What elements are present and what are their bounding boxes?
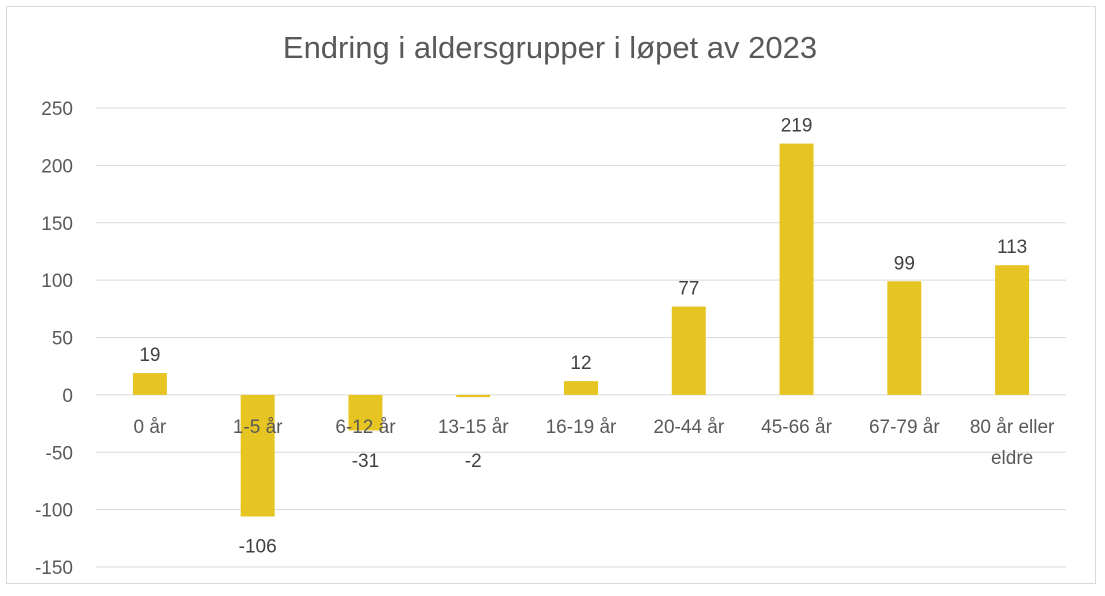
- category-label-line: 6-12 år: [335, 417, 396, 438]
- category-label: 6-12 år: [335, 417, 396, 438]
- category-label-line: 80 år eller: [970, 417, 1055, 438]
- y-tick-label: -150: [35, 558, 73, 579]
- category-label-line: 13-15 år: [438, 417, 509, 438]
- category-label-line: 67-79 år: [869, 417, 940, 438]
- y-tick-label: 100: [41, 271, 73, 292]
- y-tick-label: 250: [41, 99, 73, 120]
- bar: [887, 281, 922, 395]
- y-tick-label: -50: [46, 443, 73, 464]
- data-label: -2: [465, 451, 482, 472]
- category-label: 80 år eller eldre: [970, 417, 1055, 469]
- bar: [671, 306, 706, 395]
- category-label: 45-66 år: [761, 417, 832, 438]
- bars: [132, 143, 1030, 517]
- bar: [348, 394, 383, 431]
- category-label: 1-5 år: [233, 417, 283, 438]
- category-label-line: 45-66 år: [761, 417, 832, 438]
- data-labels: 19 -106 -31 -2 12 77 219 99 113: [139, 116, 1027, 558]
- category-label-line: eldre: [991, 448, 1033, 469]
- y-tick-label: -100: [35, 501, 73, 522]
- data-label: 99: [894, 253, 915, 274]
- y-axis-ticks: 250 200 150 100 50 0 -50 -100 -150: [35, 99, 73, 579]
- bar: [779, 143, 814, 395]
- bar: [240, 394, 275, 517]
- data-label: 219: [781, 116, 813, 137]
- bar: [456, 394, 491, 398]
- data-label: 77: [678, 279, 699, 300]
- category-label-line: 1-5 år: [233, 417, 283, 438]
- data-label: -106: [239, 537, 277, 558]
- category-label: 13-15 år: [438, 417, 509, 438]
- category-label: 0 år: [134, 417, 167, 438]
- data-label: 113: [997, 237, 1027, 258]
- category-label-line: 0 år: [134, 417, 167, 438]
- bar: [995, 265, 1030, 395]
- bar: [132, 373, 167, 395]
- data-label: 12: [570, 353, 591, 374]
- y-tick-label: 0: [62, 386, 73, 407]
- y-tick-label: 50: [52, 329, 73, 350]
- data-label: -31: [352, 451, 379, 472]
- chart-title: Endring i aldersgrupper i løpet av 2023: [282, 30, 818, 65]
- category-label-line: 16-19 år: [546, 417, 617, 438]
- category-label: 20-44 år: [653, 417, 724, 438]
- bar: [564, 381, 598, 395]
- category-label: 67-79 år: [869, 417, 940, 438]
- category-labels: 0 år 1-5 år 6-12 år 13-15 år 16-19 år 20-44 å…: [134, 417, 1056, 469]
- y-tick-label: 200: [41, 156, 73, 177]
- y-tick-label: 150: [41, 214, 73, 235]
- data-label: 19: [139, 345, 160, 366]
- category-label: 16-19 år: [546, 417, 617, 438]
- category-label-line: 20-44 år: [653, 417, 724, 438]
